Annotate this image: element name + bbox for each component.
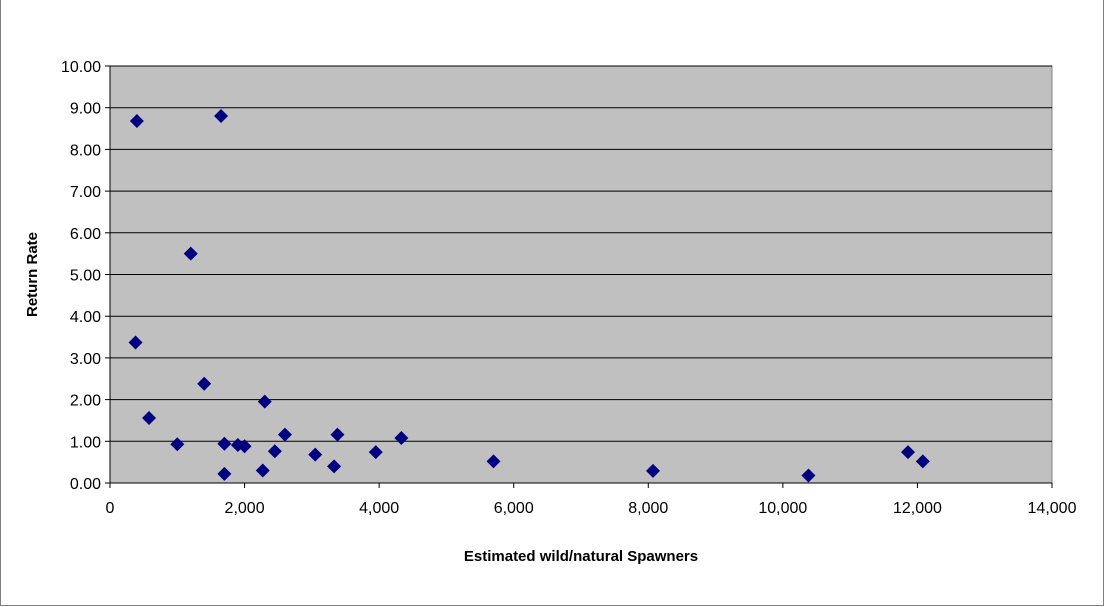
data-point-diamond xyxy=(183,246,198,261)
data-point-diamond xyxy=(308,447,323,462)
data-point-diamond xyxy=(214,109,229,124)
data-points xyxy=(128,109,930,483)
x-tick-label: 4,000 xyxy=(359,500,399,517)
y-tick-label: 6.00 xyxy=(70,226,101,243)
data-point-diamond xyxy=(267,444,282,459)
x-tick-label: 2,000 xyxy=(225,500,265,517)
y-tick-label: 5.00 xyxy=(70,268,101,285)
data-point-diamond xyxy=(330,427,345,442)
y-tick-label: 4.00 xyxy=(70,309,101,326)
y-tick-labels: 0.00 1.00 2.00 3.00 4.00 5.00 6.00 7.00 8.00 9.00… xyxy=(61,59,110,493)
data-point-diamond xyxy=(142,410,157,425)
y-tick-label: 10.00 xyxy=(61,59,101,76)
data-point-diamond xyxy=(257,394,272,409)
data-point-diamond xyxy=(217,436,232,451)
data-point-diamond xyxy=(901,445,916,460)
x-tick-label: 8,000 xyxy=(628,500,668,517)
data-point-diamond xyxy=(645,463,660,478)
data-point-diamond xyxy=(368,445,383,460)
data-point-diamond xyxy=(170,437,185,452)
x-tick-label: 0 xyxy=(106,500,115,517)
data-point-diamond xyxy=(327,459,342,474)
y-tick-label: 1.00 xyxy=(70,434,101,451)
data-point-diamond xyxy=(277,427,292,442)
x-tick-labels: 0 2,000 4,000 6,000 8,000 10,000 12,000 14,000 xyxy=(106,483,1077,517)
data-point-diamond xyxy=(128,335,143,350)
gridlines xyxy=(110,65,1052,442)
data-point-diamond xyxy=(915,454,930,469)
data-point-diamond xyxy=(801,468,816,483)
y-tick-label: 2.00 xyxy=(70,393,101,410)
y-tick-label: 8.00 xyxy=(70,142,101,159)
x-tick-label: 14,000 xyxy=(1028,500,1077,517)
y-tick-label: 9.00 xyxy=(70,101,101,118)
data-point-diamond xyxy=(394,430,409,445)
y-tick-label: 3.00 xyxy=(70,351,101,368)
data-point-diamond xyxy=(129,114,144,129)
data-point-diamond xyxy=(486,454,501,469)
x-tick-label: 12,000 xyxy=(893,500,942,517)
data-point-diamond xyxy=(197,376,212,391)
x-tick-label: 10,000 xyxy=(758,500,807,517)
y-tick-label: 0.00 xyxy=(70,476,101,493)
data-point-diamond xyxy=(255,463,270,478)
y-axis-title: Return Rate xyxy=(24,232,41,317)
data-point-diamond xyxy=(237,439,252,454)
data-point-diamond xyxy=(217,466,232,481)
y-tick-label: 7.00 xyxy=(70,184,101,201)
x-tick-label: 6,000 xyxy=(494,500,534,517)
x-axis-title: Estimated wild/natural Spawners xyxy=(464,548,698,565)
